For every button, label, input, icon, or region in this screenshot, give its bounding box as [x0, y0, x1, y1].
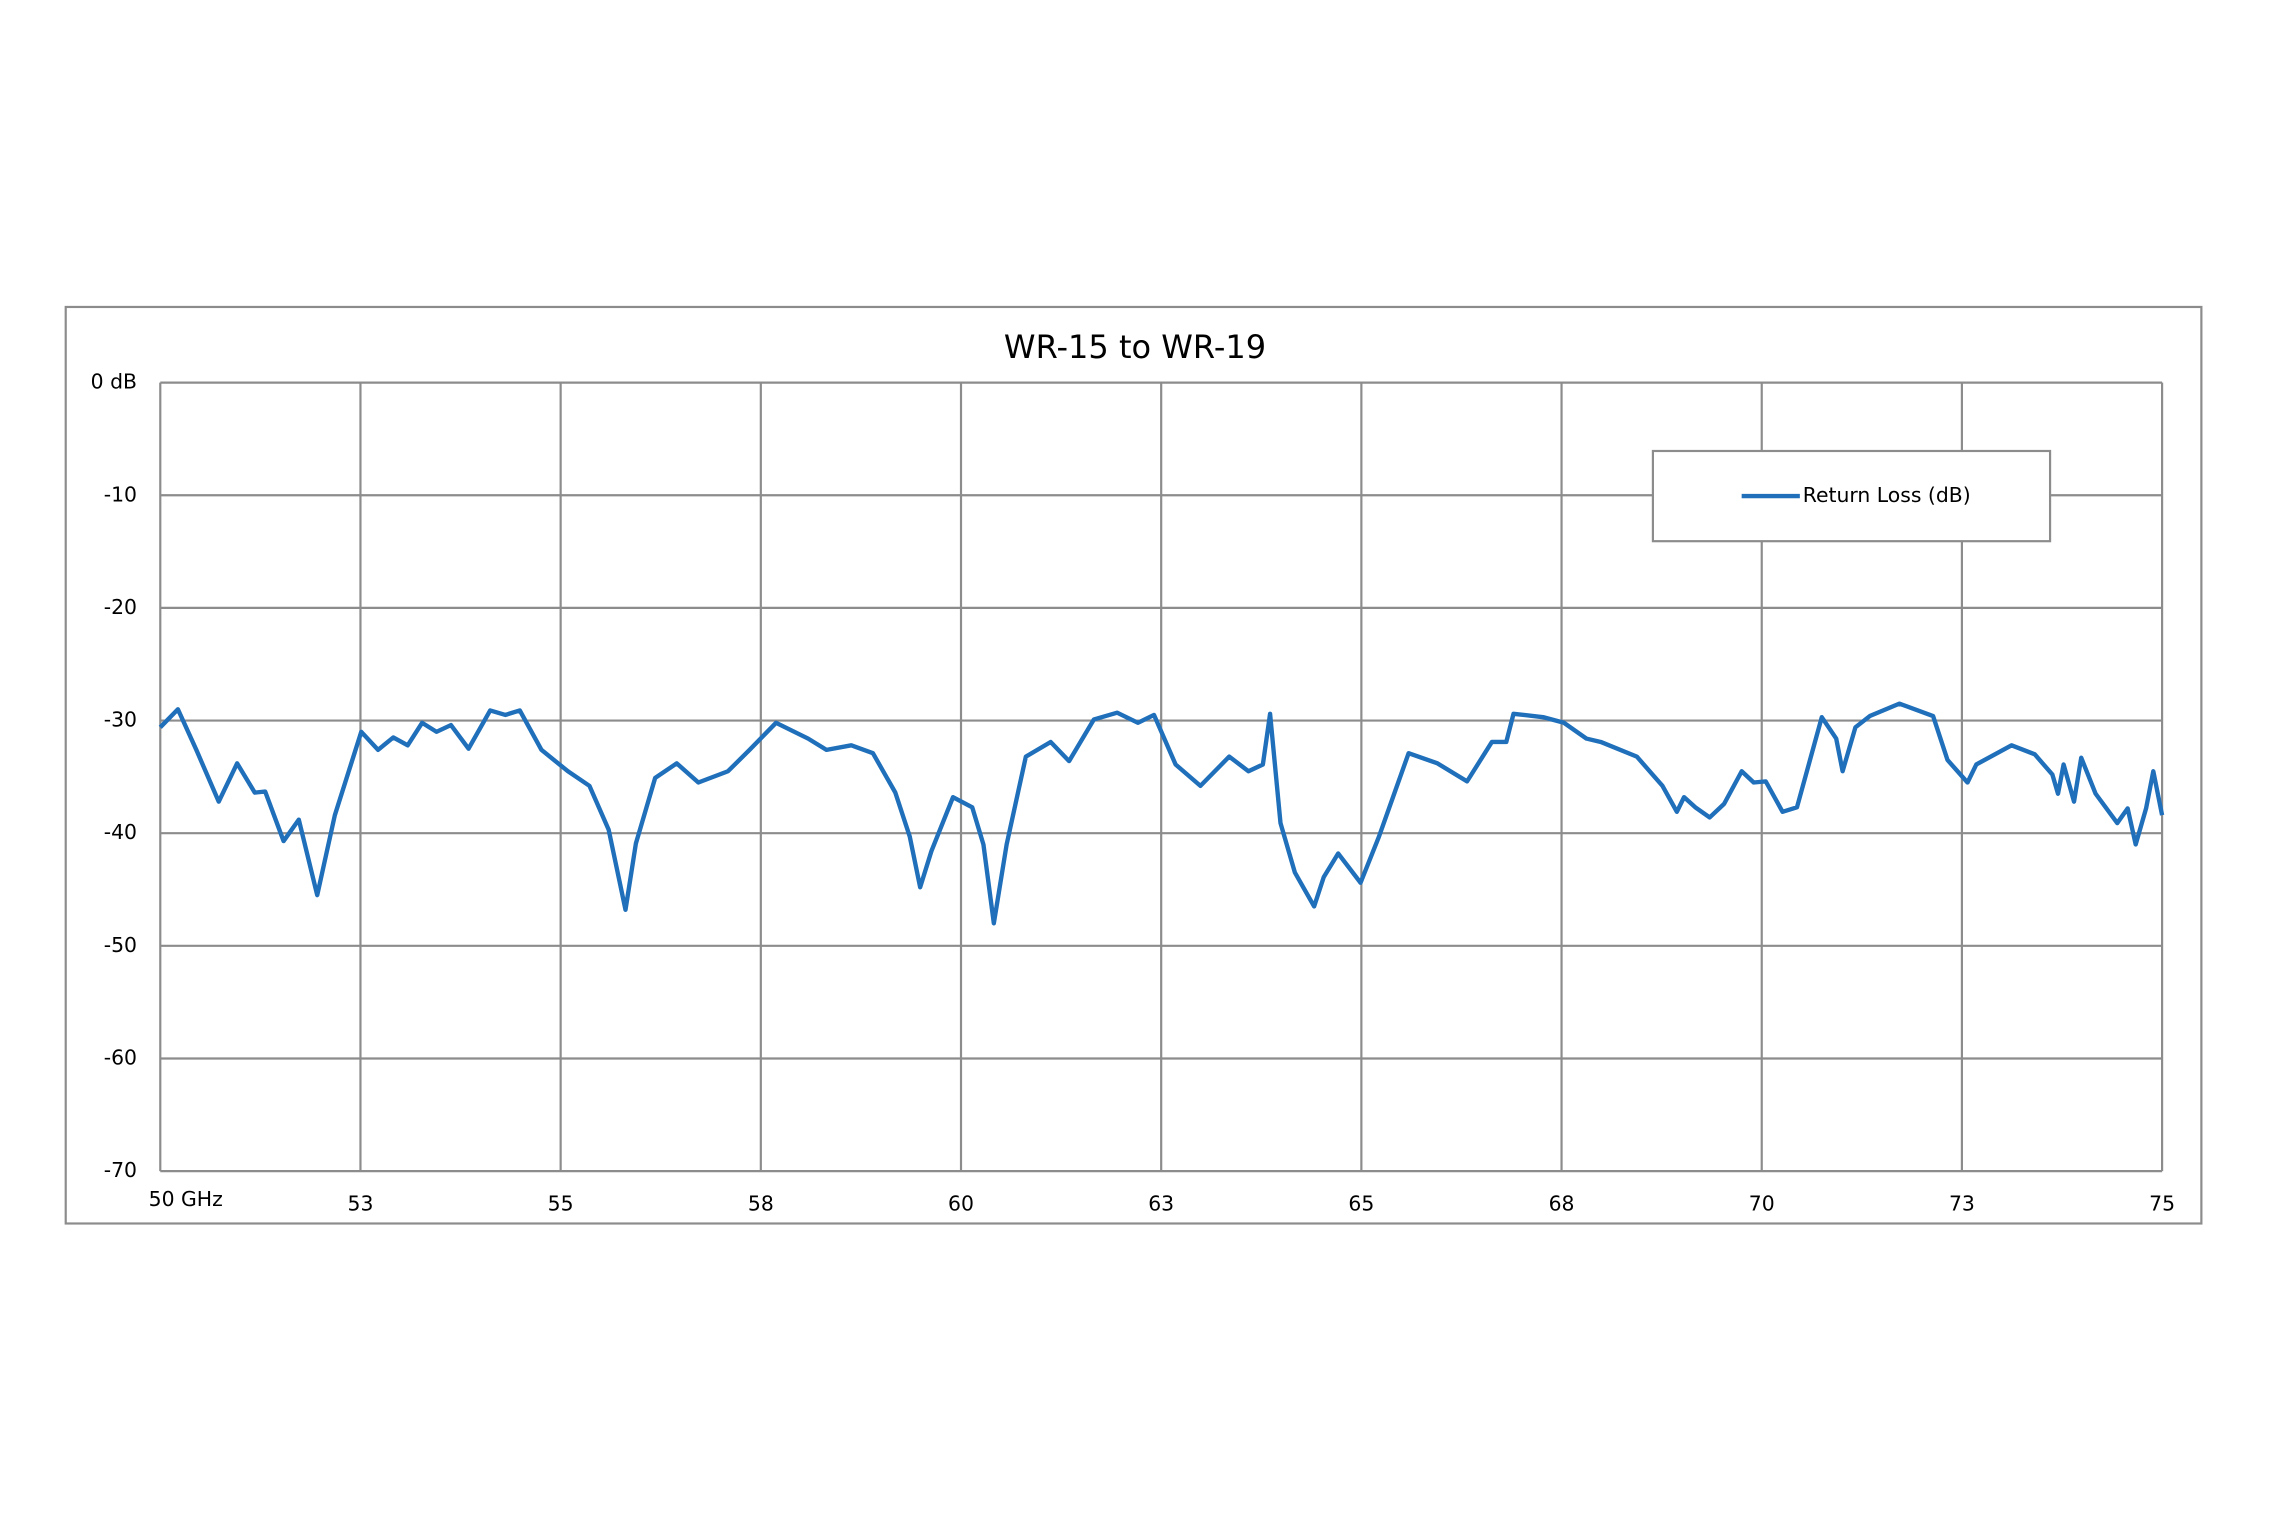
x-tick-label: 63 [1148, 1192, 1174, 1216]
x-tick-label: 53 [347, 1192, 373, 1216]
x-tick-label: 70 [1749, 1192, 1775, 1216]
x-tick-label: 65 [1348, 1192, 1374, 1216]
y-tick-label: 0 dB [91, 370, 137, 394]
x-tick-label: 68 [1549, 1192, 1575, 1216]
chart-title: WR-15 to WR-19 [1004, 328, 1266, 366]
y-tick-label: -10 [104, 482, 137, 506]
y-tick-label: -20 [104, 595, 137, 619]
data-line [158, 701, 2165, 926]
y-tick-label: -50 [104, 933, 137, 957]
x-tick-label: 60 [948, 1192, 974, 1216]
x-tick-label: 55 [548, 1192, 574, 1216]
y-tick-label: -70 [104, 1158, 137, 1182]
x-tick-label: 73 [1949, 1192, 1975, 1216]
y-tick-label: -40 [104, 820, 137, 844]
y-tick-label: -30 [104, 708, 137, 732]
legend-label: Return Loss (dB) [1803, 483, 1971, 507]
legend-box [1651, 449, 2052, 543]
x-tick-label: 58 [748, 1192, 774, 1216]
chart-frame [64, 305, 2203, 1225]
x-tick-label: 50 GHz [149, 1187, 223, 1211]
x-tick-label: 75 [2149, 1192, 2175, 1216]
y-tick-label: -60 [104, 1045, 137, 1069]
